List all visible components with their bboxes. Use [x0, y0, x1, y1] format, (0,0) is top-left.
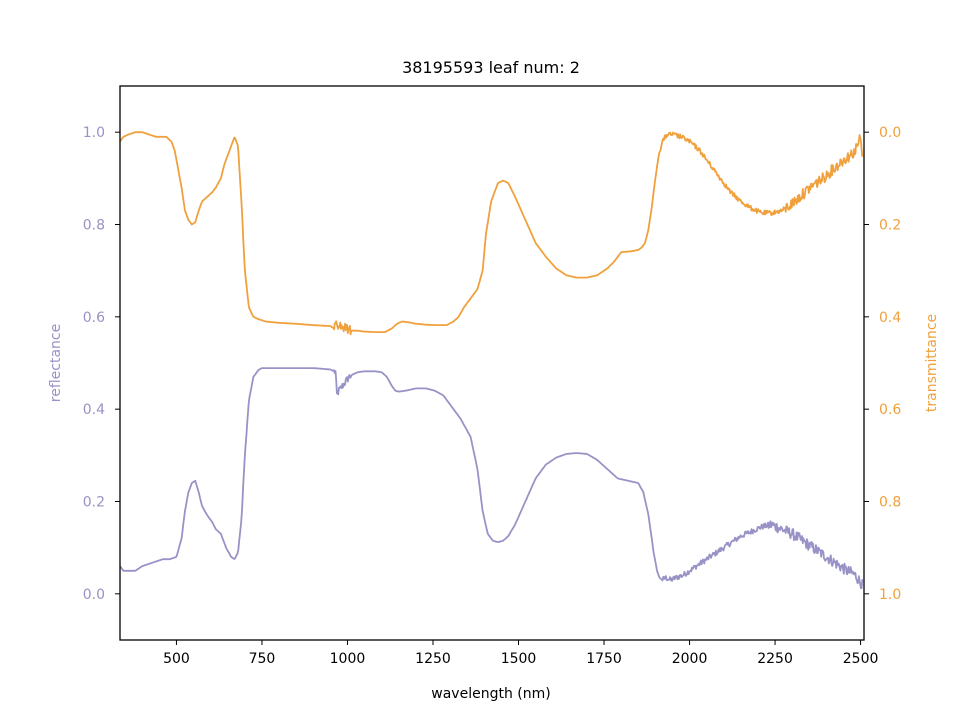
x-tick-label: 2250 — [757, 651, 793, 667]
y-left-tick-label: 0.8 — [83, 218, 105, 234]
x-tick-label: 1500 — [501, 651, 537, 667]
y-axis-right: 0.0 0.2 0.4 0.6 0.8 1.0 — [864, 125, 901, 603]
y-left-tick-label: 0.2 — [83, 495, 105, 511]
x-tick-label: 1750 — [586, 651, 622, 667]
x-tick-label: 1000 — [330, 651, 366, 667]
y-left-tick-label: 0.0 — [83, 587, 105, 603]
y-right-tick-label: 0.4 — [879, 310, 901, 326]
x-tick-label: 2500 — [843, 651, 879, 667]
x-axis-label: wavelength (nm) — [431, 686, 550, 702]
x-tick-label: 500 — [163, 651, 190, 667]
axes-frame — [119, 85, 865, 641]
chart-title: 38195593 leaf num: 2 — [402, 58, 580, 77]
y-left-tick-label: 0.6 — [83, 310, 105, 326]
reflectance-line — [119, 367, 864, 590]
y-axis-left: 0.0 0.2 0.4 0.6 0.8 1.0 — [83, 125, 120, 603]
y-axis-label-left: reflectance — [48, 324, 64, 402]
y-right-tick-label: 0.6 — [879, 402, 901, 418]
x-tick-label: 2000 — [672, 651, 708, 667]
plot-area — [119, 131, 864, 590]
y-right-tick-label: 0.0 — [879, 125, 901, 141]
y-axis-label-right: transmittance — [924, 314, 940, 412]
x-tick-label: 750 — [249, 651, 276, 667]
transmittance-line — [119, 131, 864, 336]
x-axis: 500 750 1000 1250 1500 1750 2000 2250 2500 — [163, 640, 878, 667]
y-right-tick-label: 0.8 — [879, 495, 901, 511]
y-right-tick-label: 0.2 — [879, 218, 901, 234]
y-left-tick-label: 0.4 — [83, 402, 105, 418]
x-tick-label: 1250 — [415, 651, 451, 667]
y-right-tick-label: 1.0 — [879, 587, 901, 603]
y-left-tick-label: 1.0 — [83, 125, 105, 141]
